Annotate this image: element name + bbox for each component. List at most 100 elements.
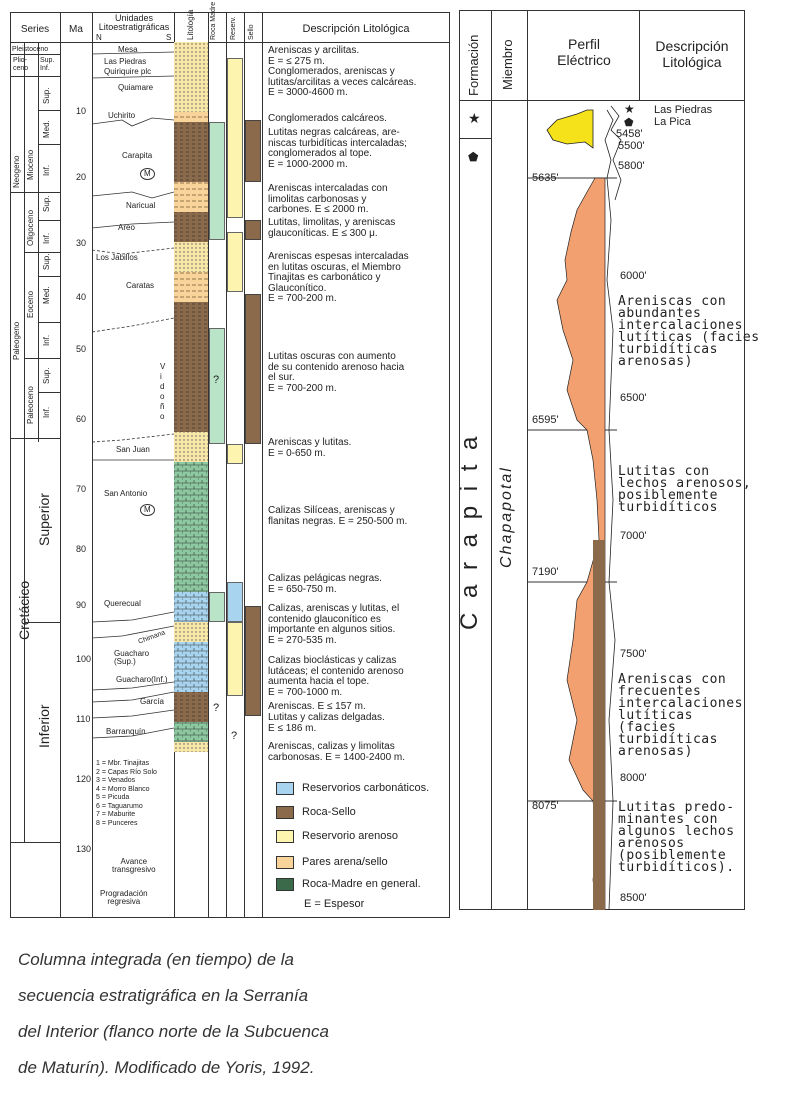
unit-san-antonio: San Antonio xyxy=(104,489,148,498)
header-s: S xyxy=(166,33,172,42)
header-divider xyxy=(459,100,745,101)
epoch-paleogeno: Paleogeno xyxy=(12,321,21,360)
divider xyxy=(38,220,60,221)
divider xyxy=(10,54,60,55)
progradacion-regresiva: Progradación regresiva xyxy=(100,889,148,906)
depth-label: 5500' xyxy=(618,140,645,152)
legend-label: Roca-Sello xyxy=(302,806,356,818)
header-litologia: Litología xyxy=(186,9,195,40)
epoch-eoceno: Eoceno xyxy=(26,290,35,318)
lithology-description: Calizas, areniscas y lutitas, el conteni… xyxy=(268,603,400,646)
legend-swatch xyxy=(276,782,294,795)
header-roca-madre: Roca Madre xyxy=(210,1,217,40)
epoch-eoceno-med: Med. xyxy=(42,286,51,304)
lithology-description: Conglomerados calcáreos. xyxy=(268,113,387,124)
epoch-oligoceno-inf: Inf. xyxy=(42,232,51,244)
lithology-description: Lutitas, limolitas, y areniscas glauconí… xyxy=(268,217,396,239)
lithology-description: Areniscas con frecuentes intercalaciones… xyxy=(618,672,743,759)
unit-m-marker: M xyxy=(140,504,155,516)
header-miembro: Miembro xyxy=(500,39,515,90)
header-ma: Ma xyxy=(69,24,83,35)
seal-bar xyxy=(245,294,261,444)
header-perfil: Perfil Eléctrico xyxy=(557,36,611,68)
avance-transgresivo: Avance transgresivo xyxy=(112,857,156,874)
ma-tick-label: 50 xyxy=(76,344,87,354)
legend-label: Reservorios carbonáticos. xyxy=(302,782,430,794)
unit-numbered-list: 1 = Mbr. Tinajitas 2 = Capas Río Solo 3 … xyxy=(96,760,157,827)
divider xyxy=(226,12,227,918)
depth-label: 7000' xyxy=(620,530,647,542)
reservoir-bar xyxy=(227,582,243,622)
divider xyxy=(38,42,39,442)
divider xyxy=(639,10,640,100)
ma-tick-label: 40 xyxy=(76,292,87,302)
header-series: Series xyxy=(20,24,50,35)
unit-san-juan: San Juan xyxy=(116,445,150,454)
epoch-mioceno-med: Med. xyxy=(42,120,51,138)
seal-bar xyxy=(245,606,261,716)
ma-tick-label: 10 xyxy=(76,106,87,116)
depth-label: 7500' xyxy=(620,648,647,660)
lithology-description: Areniscas y lutitas. E = 0-650 m. xyxy=(268,437,352,459)
stratigraphic-column-frame xyxy=(10,12,450,918)
unit-guacharo-sup: Guacharo (Sup.) xyxy=(114,649,150,666)
question-mark: ? xyxy=(213,702,220,714)
lithology-description: Areniscas espesas intercaladas en lutita… xyxy=(268,251,409,304)
depth-label: 5800' xyxy=(618,160,645,172)
ma-tick-label: 30 xyxy=(76,238,87,248)
epoch-mioceno-sup: Sup. xyxy=(42,87,51,104)
lithology-description: Areniscas. E ≤ 157 m. xyxy=(268,701,366,712)
epoch-paleoceno-inf: Inf. xyxy=(42,406,51,418)
unit-boundaries xyxy=(92,51,174,739)
electric-log-chart xyxy=(527,105,622,910)
ma-tick-label: 100 xyxy=(76,654,92,664)
lithology-column xyxy=(174,42,208,752)
header-reserv: Reserv. xyxy=(230,16,237,40)
depth-label: 5458' xyxy=(616,128,643,140)
unit-areo: Areo xyxy=(118,223,135,232)
header-n: N xyxy=(96,33,102,42)
header-formacion: Formación xyxy=(466,34,481,96)
depth-label: 8075' xyxy=(532,800,559,812)
conductivity-curve xyxy=(610,105,622,201)
header-unidades: Unidades Litoestratigráficas xyxy=(98,13,170,32)
divider xyxy=(208,12,209,918)
lithology-description: Calizas bioclásticas y calizas lutáceas;… xyxy=(268,655,404,698)
lithology-description: Lutitas predo- minantes con algunos lech… xyxy=(618,800,735,875)
legend-label: Roca-Madre en general. xyxy=(302,878,421,890)
header-descripcion-litologica: Descripción Litológica xyxy=(655,38,729,70)
shale-band xyxy=(593,540,605,910)
question-mark: ? xyxy=(213,374,220,386)
depth-label: 8000' xyxy=(620,772,647,784)
unit-las-piedras: Las Piedras xyxy=(104,57,147,66)
unit-caratas: Caratas xyxy=(126,281,155,290)
seal-bar xyxy=(245,120,261,182)
unit-quiamare: Quiamare xyxy=(118,83,154,92)
divider xyxy=(10,192,60,193)
epoch-plioceno-subdiv: Sup. Inf. xyxy=(40,57,55,72)
divider xyxy=(10,438,60,439)
reservoir-bar xyxy=(227,622,243,696)
epoch-oligoceno-sup: Sup. xyxy=(42,195,51,212)
divider xyxy=(491,10,492,910)
divider xyxy=(244,12,245,918)
star-icon: ★ xyxy=(468,110,481,126)
divider xyxy=(38,144,60,145)
epoch-pleistoceno: Pleistoceno xyxy=(12,46,49,53)
header-descripcion: Descripción Litológica xyxy=(302,23,410,35)
depth-label: 6595' xyxy=(532,414,559,426)
reservoir-bar xyxy=(227,444,243,464)
roca-madre-bar xyxy=(209,592,225,622)
divider xyxy=(527,10,528,910)
epoch-mioceno: Mioceno xyxy=(26,149,35,180)
unit-garcia: García xyxy=(140,697,165,706)
top-label-la-pica: La Pica xyxy=(654,116,691,128)
lithology-description: Calizas pelágicas negras. E = 650-750 m. xyxy=(268,573,382,595)
lithology-description: Lutitas con lechos arenosos, posiblement… xyxy=(618,464,752,515)
question-mark: ? xyxy=(231,730,238,742)
depth-label: 6500' xyxy=(620,392,647,404)
depth-label: 7190' xyxy=(532,566,559,578)
legend-swatch xyxy=(276,830,294,843)
unit-querecual: Querecual xyxy=(104,599,141,608)
pentagon-icon: ⬟ xyxy=(624,117,634,129)
